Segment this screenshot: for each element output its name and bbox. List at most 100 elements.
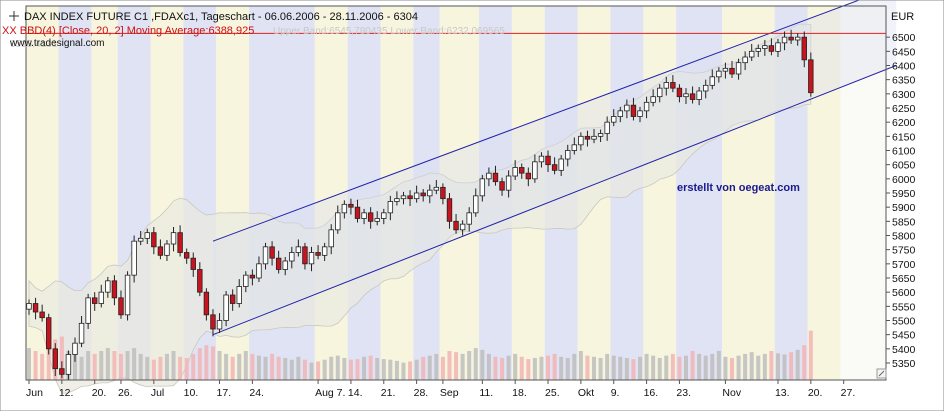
- candle-body: [210, 314, 216, 330]
- volume-bar: [644, 353, 649, 380]
- candle-body: [394, 198, 400, 202]
- volume-bar: [388, 359, 393, 380]
- candle-body: [709, 76, 715, 86]
- candle-body: [479, 178, 486, 197]
- candle-body: [742, 56, 748, 64]
- candle-body: [354, 206, 361, 219]
- x-tick-label: 25.: [545, 387, 560, 399]
- candle-body: [124, 274, 131, 316]
- resize-grip-icon[interactable]: [876, 368, 887, 379]
- volume-bar: [546, 355, 551, 380]
- candle-body: [407, 195, 413, 200]
- candle-body: [367, 212, 374, 222]
- candle-body: [775, 42, 781, 52]
- volume-bar: [808, 330, 813, 380]
- candle-body: [164, 243, 170, 256]
- candle-body: [92, 297, 98, 304]
- volume-bar: [276, 356, 281, 380]
- candle-body: [716, 70, 722, 78]
- volume-bar: [33, 351, 38, 380]
- move-handle-icon[interactable]: [9, 11, 19, 21]
- candle-body: [98, 291, 104, 304]
- x-tick-label: 20.: [808, 387, 823, 399]
- candle-body: [525, 172, 532, 180]
- volume-bar: [723, 356, 728, 380]
- volume-bar: [638, 356, 643, 380]
- x-tick-label: 10.: [184, 387, 199, 399]
- x-tick-label: 26.: [118, 387, 133, 399]
- y-tick-label: 6200: [892, 117, 916, 129]
- week-stripe: [643, 6, 677, 380]
- y-tick-label: 5500: [892, 316, 916, 328]
- y-tick-label: 6050: [892, 160, 916, 172]
- y-tick-label: 6350: [892, 75, 916, 87]
- y-tick-label: 6000: [892, 174, 916, 186]
- candle-body: [617, 110, 623, 117]
- y-tick-label: 5400: [892, 344, 916, 356]
- candle-body: [788, 36, 794, 41]
- x-tick-label: 23.: [676, 387, 691, 399]
- candle-body: [118, 297, 124, 316]
- candle-body: [32, 303, 39, 313]
- candle-body: [65, 354, 72, 375]
- volume-bar: [473, 348, 478, 380]
- website-label: www.tradesignal.com: [9, 38, 104, 49]
- candle-body: [446, 198, 453, 222]
- price-candles: [26, 29, 814, 380]
- volume-bar: [690, 351, 695, 380]
- candle-body: [670, 82, 676, 89]
- volume-bar: [59, 336, 64, 380]
- candle-body: [473, 195, 479, 214]
- volume-bar: [664, 355, 669, 380]
- volume-bar: [460, 353, 465, 380]
- volume-bar: [749, 352, 754, 380]
- candle-body: [269, 246, 275, 259]
- volume-bar: [125, 351, 130, 380]
- volume-bar: [795, 349, 800, 380]
- volume-bar: [355, 359, 360, 380]
- volume-bar: [99, 351, 104, 380]
- candle-body: [321, 246, 328, 256]
- volume-bar: [565, 357, 570, 380]
- y-tick-label: 5700: [892, 259, 916, 271]
- candle-body: [551, 164, 558, 171]
- candle-body: [683, 93, 689, 98]
- volume-bar: [178, 356, 183, 380]
- volume-bar: [118, 353, 123, 380]
- candle-body: [52, 348, 58, 370]
- candle-body: [492, 172, 499, 183]
- candle-body: [650, 96, 656, 103]
- x-tick-label: 12.: [59, 387, 74, 399]
- candle-body: [696, 90, 702, 100]
- candle-body: [453, 220, 459, 231]
- volume-bar: [316, 361, 321, 380]
- volume-bar: [539, 356, 544, 380]
- volume-bar: [27, 348, 31, 380]
- candle-body: [256, 263, 262, 279]
- x-tick-label: 16.: [644, 387, 659, 399]
- x-tick-label: Jul: [151, 387, 164, 399]
- volume-bar: [684, 355, 688, 380]
- y-tick-label: 6150: [892, 131, 916, 143]
- candle-body: [46, 317, 52, 350]
- candle-body: [111, 280, 118, 299]
- volume-bar: [394, 360, 399, 380]
- volume-bar: [572, 353, 577, 380]
- candle-body: [486, 172, 492, 180]
- candle-body: [374, 218, 380, 222]
- volume-bar: [191, 353, 196, 380]
- volume-bar: [250, 353, 255, 380]
- volume-bar: [237, 353, 242, 380]
- volume-bar: [631, 359, 636, 380]
- volume-bar: [703, 355, 708, 380]
- volume-bar: [598, 357, 603, 380]
- volume-bar: [105, 348, 110, 380]
- volume-bar: [171, 351, 176, 380]
- volume-bar: [302, 359, 307, 380]
- volume-bar: [230, 356, 235, 380]
- candle-body: [413, 192, 420, 200]
- candle-body: [400, 195, 407, 200]
- candle-body: [755, 48, 761, 52]
- volume-bar: [657, 357, 662, 380]
- volume-bar: [204, 345, 209, 380]
